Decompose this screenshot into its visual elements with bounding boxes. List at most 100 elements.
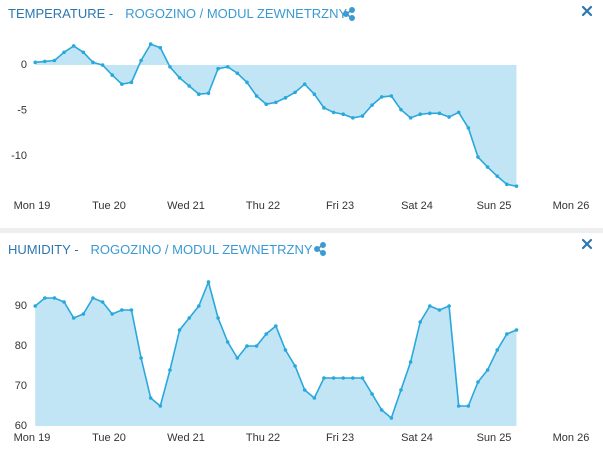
- point: [62, 300, 66, 304]
- point: [120, 308, 124, 312]
- point: [235, 356, 240, 360]
- x-tick-label: Thu 22: [246, 200, 280, 212]
- point: [225, 340, 230, 344]
- close-button[interactable]: [581, 238, 593, 250]
- point: [43, 296, 47, 300]
- point: [331, 376, 336, 380]
- point: [437, 111, 442, 116]
- point: [158, 45, 163, 50]
- point: [428, 111, 432, 116]
- point: [351, 116, 355, 120]
- point: [302, 82, 307, 86]
- point: [466, 404, 471, 408]
- point: [110, 312, 115, 316]
- x-tick-label: Mon 19: [14, 200, 51, 212]
- x-tick-label: Mon 26: [553, 200, 590, 212]
- x-tick-label: Sat 24: [401, 200, 433, 212]
- point: [177, 76, 182, 80]
- area-fill: [35, 44, 517, 187]
- point: [274, 324, 278, 328]
- point: [139, 58, 143, 63]
- point: [148, 42, 153, 46]
- x-tick-label: Sun 25: [477, 432, 512, 444]
- point: [206, 280, 211, 284]
- area-fill: [35, 282, 517, 426]
- point: [447, 115, 451, 119]
- point: [331, 110, 336, 115]
- point: [216, 316, 220, 320]
- x-tick-label: Mon 26: [553, 432, 590, 444]
- y-tick-label: -10: [11, 150, 27, 162]
- point: [437, 308, 442, 312]
- point: [187, 84, 192, 88]
- point: [100, 300, 105, 304]
- y-tick-label: 90: [15, 300, 27, 312]
- point: [447, 304, 451, 308]
- point: [216, 66, 220, 71]
- point: [476, 380, 480, 384]
- point: [81, 312, 86, 316]
- point: [225, 65, 230, 69]
- point: [428, 304, 432, 308]
- point: [341, 112, 346, 117]
- point: [254, 94, 259, 98]
- point: [158, 404, 163, 408]
- point: [264, 102, 269, 107]
- point: [389, 416, 394, 420]
- point: [408, 116, 413, 120]
- share-icon[interactable]: [314, 242, 326, 256]
- point: [71, 44, 76, 48]
- point: [283, 96, 288, 100]
- point: [341, 376, 346, 380]
- title: TEMPERATURE -: [8, 6, 113, 21]
- point: [485, 165, 490, 169]
- close-button[interactable]: [581, 5, 593, 17]
- point: [283, 348, 288, 352]
- point: [302, 388, 307, 392]
- point: [33, 60, 38, 65]
- point: [476, 155, 480, 159]
- point: [274, 100, 278, 105]
- point: [81, 50, 86, 55]
- point: [399, 388, 403, 392]
- point: [264, 332, 269, 336]
- x-tick-label: Wed 21: [167, 432, 205, 444]
- point: [197, 92, 201, 96]
- point: [399, 107, 403, 112]
- point: [245, 344, 249, 348]
- panel-title: TEMPERATURE - ROGOZINO / MODUL ZEWNETRZNY: [8, 6, 348, 21]
- point: [129, 308, 134, 312]
- point: [312, 396, 317, 400]
- point: [293, 90, 297, 95]
- point: [360, 114, 365, 118]
- point: [71, 316, 76, 320]
- point: [370, 103, 374, 107]
- y-tick-label: 60: [15, 420, 27, 432]
- point: [456, 404, 461, 408]
- point: [514, 184, 519, 188]
- x-tick-label: Mon 19: [14, 432, 51, 444]
- point: [52, 58, 57, 63]
- point: [370, 392, 374, 396]
- point: [187, 316, 192, 320]
- point: [148, 396, 153, 400]
- x-tick-label: Wed 21: [167, 200, 205, 212]
- point: [456, 110, 461, 115]
- point: [322, 106, 326, 110]
- point: [245, 80, 249, 85]
- point: [495, 174, 500, 178]
- point: [322, 376, 326, 380]
- point: [466, 126, 471, 130]
- point: [168, 65, 172, 69]
- share-icon[interactable]: [343, 7, 355, 21]
- point: [62, 50, 66, 55]
- point: [52, 296, 57, 300]
- point: [379, 95, 384, 99]
- x-tick-label: Fri 23: [326, 432, 354, 444]
- point: [91, 60, 95, 65]
- point: [43, 59, 47, 64]
- y-tick-label: 0: [21, 59, 27, 71]
- x-tick-label: Fri 23: [326, 200, 354, 212]
- point: [293, 364, 297, 368]
